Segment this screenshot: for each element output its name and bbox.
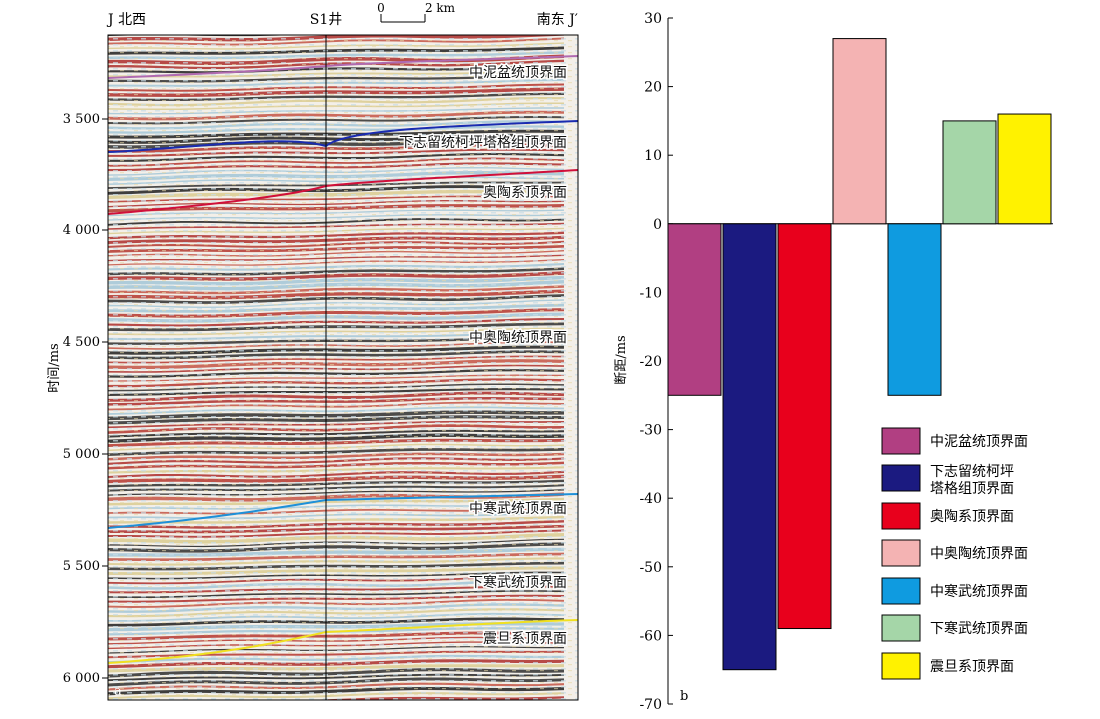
throw-tick-label: -70 <box>639 697 662 713</box>
legend-label: 中奥陶统顶界面 <box>930 545 1028 562</box>
horizon-label: 中寒武统顶界面 <box>469 500 567 517</box>
well-label: S1井 <box>310 12 343 28</box>
horizon-label: 中奥陶统顶界面 <box>469 329 567 346</box>
section-right-label: 南东 J′ <box>537 12 578 28</box>
throw-tick-label: -40 <box>639 491 662 507</box>
scale-bar: 0 2 km <box>377 1 456 23</box>
legend-swatch <box>881 652 921 680</box>
horizon-label: 下寒武统顶界面 <box>469 574 567 591</box>
throw-tick-label: -60 <box>639 628 662 644</box>
fault-throw-chart: 30 20 10 0 -10 -20 -30 -40 -50 -60 -70 中泥盆统顶界面下志留统… <box>614 11 1053 713</box>
legend-swatch <box>881 577 921 605</box>
legend-label: 下寒武统顶界面 <box>930 620 1028 637</box>
section-frame <box>107 34 579 701</box>
throw-axis-title: 断距/ms <box>614 335 629 384</box>
legend-swatch <box>881 614 921 642</box>
throw-tick-label: 0 <box>653 217 662 233</box>
panel-a-label: a <box>114 684 122 699</box>
time-tick-label: 4 500 <box>63 335 100 350</box>
legend-label: 中泥盆统顶界面 <box>930 434 1028 450</box>
throw-tick-label: -10 <box>639 285 662 301</box>
bar <box>887 223 942 396</box>
legend-swatch <box>881 464 921 492</box>
bar <box>942 120 997 225</box>
legend-label: 塔格组顶界面 <box>930 481 1014 497</box>
chart-legend: 中泥盆统顶界面下志留统柯坪塔格组顶界面奥陶系顶界面中奥陶统顶界面中寒武统顶界面下… <box>881 427 1028 680</box>
bar <box>667 223 722 396</box>
legend-swatch <box>881 427 921 455</box>
throw-tick-label: 30 <box>644 11 662 27</box>
scale-end-label: 2 km <box>425 1 456 15</box>
throw-tick-label: -30 <box>639 423 662 439</box>
throw-tick-label: -50 <box>639 560 662 576</box>
legend-label: 震旦系顶界面 <box>930 659 1014 675</box>
time-tick-label: 5 000 <box>63 447 100 462</box>
throw-tick-label: -20 <box>639 354 662 370</box>
time-tick-label: 3 500 <box>63 112 100 127</box>
time-tick-label: 4 000 <box>63 223 100 238</box>
bar <box>777 223 832 630</box>
seismic-image <box>108 35 578 700</box>
bar-series <box>667 38 1052 671</box>
time-axis-title: 时间/ms <box>47 343 62 392</box>
time-tick-label: 5 500 <box>63 559 100 574</box>
legend-swatch <box>881 502 921 530</box>
legend-label: 下志留统柯坪 <box>930 464 1014 480</box>
throw-tick-label: 10 <box>644 148 662 164</box>
scale-zero-label: 0 <box>377 1 385 15</box>
horizon-label: 震旦系顶界面 <box>483 631 567 647</box>
horizon-label: 奥陶系顶界面 <box>483 184 567 201</box>
bar <box>722 223 777 671</box>
time-axis: 3 500 4 000 4 500 5 000 5 500 6 000 <box>63 112 108 686</box>
legend-label: 奥陶系顶界面 <box>930 508 1014 525</box>
horizon-label: 中泥盆统顶界面 <box>469 65 567 81</box>
time-tick-label: 6 000 <box>63 671 100 686</box>
panel-b-label: b <box>680 689 688 704</box>
section-left-label: J 北西 <box>106 12 146 28</box>
horizon-label: 下志留统柯坪塔格组顶界面 <box>399 135 567 151</box>
legend-label: 中寒武统顶界面 <box>930 583 1028 600</box>
bar <box>832 38 887 225</box>
seismic-section-panel: 中泥盆统顶界面下志留统柯坪塔格组顶界面奥陶系顶界面中奥陶统顶界面中寒武统顶界面下… <box>47 1 579 701</box>
legend-swatch <box>881 539 921 567</box>
throw-tick-label: 20 <box>644 80 662 96</box>
bar <box>997 113 1052 225</box>
